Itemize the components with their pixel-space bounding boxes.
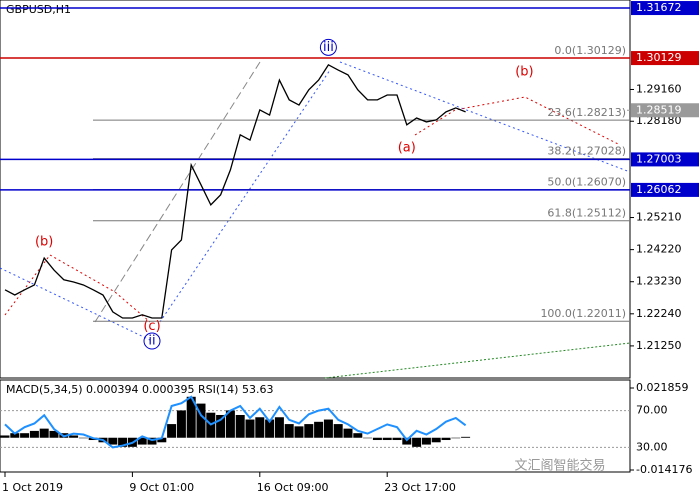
- channel-line: [159, 69, 331, 323]
- fib-label: 38.2(1.27028): [547, 145, 626, 158]
- macd-bar: [343, 428, 353, 438]
- wave-line: [339, 61, 631, 173]
- level-label: 1.30129: [636, 51, 682, 64]
- macd-bar: [294, 426, 304, 438]
- watermark: 文汇阁智能交易: [514, 458, 605, 474]
- macd-bar: [49, 430, 59, 438]
- macd-bar: [314, 421, 324, 438]
- level-tag: [631, 1, 699, 16]
- trend-line: [324, 342, 631, 379]
- macd-bar: [245, 419, 255, 438]
- y-tick-label: 1.24220: [636, 243, 682, 256]
- macd-bar: [186, 396, 196, 438]
- wave-label: (a): [398, 141, 416, 156]
- wave-circle: [143, 332, 161, 350]
- x-tick-label: 1 Oct 2019: [2, 481, 63, 494]
- macd-bar: [353, 433, 363, 438]
- rsi-line: [4, 395, 467, 449]
- wave-label: iii: [323, 40, 334, 55]
- macd-bar: [216, 414, 226, 438]
- y-tick-label: 1.25210: [636, 211, 682, 224]
- macd-bar: [431, 437, 441, 443]
- y-tick-label: 30.00: [636, 440, 668, 453]
- macd-bar: [39, 428, 49, 438]
- y-tick-label: -0.014176: [636, 463, 692, 476]
- fib-label: 61.8(1.25112): [547, 207, 626, 220]
- fib-label: 50.0(1.26070): [547, 176, 626, 189]
- wave-label: (b): [515, 64, 533, 79]
- macd-bar: [147, 437, 157, 445]
- macd-bar: [196, 403, 206, 438]
- macd-bar: [20, 433, 30, 438]
- macd-bar: [29, 430, 39, 438]
- macd-bar: [176, 410, 186, 438]
- macd-bar: [333, 424, 343, 438]
- wave-line: [414, 96, 621, 146]
- macd-bar: [167, 424, 177, 438]
- level-tag: [631, 103, 699, 118]
- price-line: [4, 63, 466, 319]
- macd-bar: [118, 437, 128, 447]
- wave-label: (b): [35, 235, 53, 250]
- wave-circle: [319, 38, 337, 56]
- y-tick-label: 1.21250: [636, 339, 682, 352]
- macd-bar: [412, 437, 422, 447]
- level-tag: [631, 51, 699, 66]
- macd-bar: [255, 417, 265, 438]
- macd-bar: [392, 437, 402, 441]
- y-tick-label: 1.29160: [636, 82, 682, 95]
- wave-label: ii: [148, 334, 155, 349]
- y-tick-label: 0.021859: [636, 381, 689, 394]
- level-tag: [631, 182, 699, 197]
- macd-bar: [235, 414, 245, 438]
- y-tick-label: 1.22240: [636, 307, 682, 320]
- macd-bar: [451, 437, 461, 439]
- macd-bar: [421, 437, 431, 445]
- fib-label: 0.0(1.30129): [554, 44, 626, 57]
- macd-bar: [10, 433, 20, 438]
- macd-bar: [284, 424, 294, 438]
- macd-bar: [441, 437, 451, 441]
- macd-bar: [363, 437, 373, 439]
- x-tick-label: 16 Oct 09:00: [257, 481, 329, 494]
- main-panel: [0, 0, 631, 379]
- macd-bar: [323, 419, 333, 438]
- y-tick-label: 1.23230: [636, 275, 682, 288]
- level-label: 1.26062: [636, 183, 682, 196]
- macd-bar: [274, 417, 284, 438]
- x-tick-label: 23 Oct 17:00: [384, 481, 456, 494]
- fib-label: 100.0(1.22011): [540, 307, 626, 320]
- macd-bar: [225, 410, 235, 438]
- level-label: 1.27003: [636, 152, 682, 165]
- y-tick-label: 70.00: [636, 404, 668, 417]
- macd-bar: [265, 419, 275, 438]
- level-tag: [631, 152, 699, 167]
- y-tick-label: 1.28180: [636, 114, 682, 127]
- indicator-title: MACD(5,34,5) 0.000394 0.000395 RSI(14) 5…: [6, 383, 273, 396]
- level-label: 1.31672: [636, 1, 682, 14]
- macd-bar: [157, 437, 167, 443]
- channel-line: [94, 61, 261, 323]
- macd-bar: [304, 424, 314, 438]
- fib-label: 23.6(1.28213): [547, 106, 626, 119]
- macd-bar: [69, 435, 79, 438]
- x-tick-label: 9 Oct 01:00: [129, 481, 194, 494]
- macd-bar: [461, 436, 471, 438]
- macd-bar: [382, 437, 392, 441]
- macd-bar: [0, 435, 10, 438]
- macd-bar: [78, 437, 88, 439]
- level-label: 1.28519: [636, 103, 682, 116]
- wave-label: (c): [143, 319, 160, 334]
- macd-bar: [137, 437, 147, 445]
- macd-bar: [372, 437, 382, 441]
- chart-title: GBPUSD,H1: [6, 3, 71, 16]
- macd-bar: [108, 437, 118, 445]
